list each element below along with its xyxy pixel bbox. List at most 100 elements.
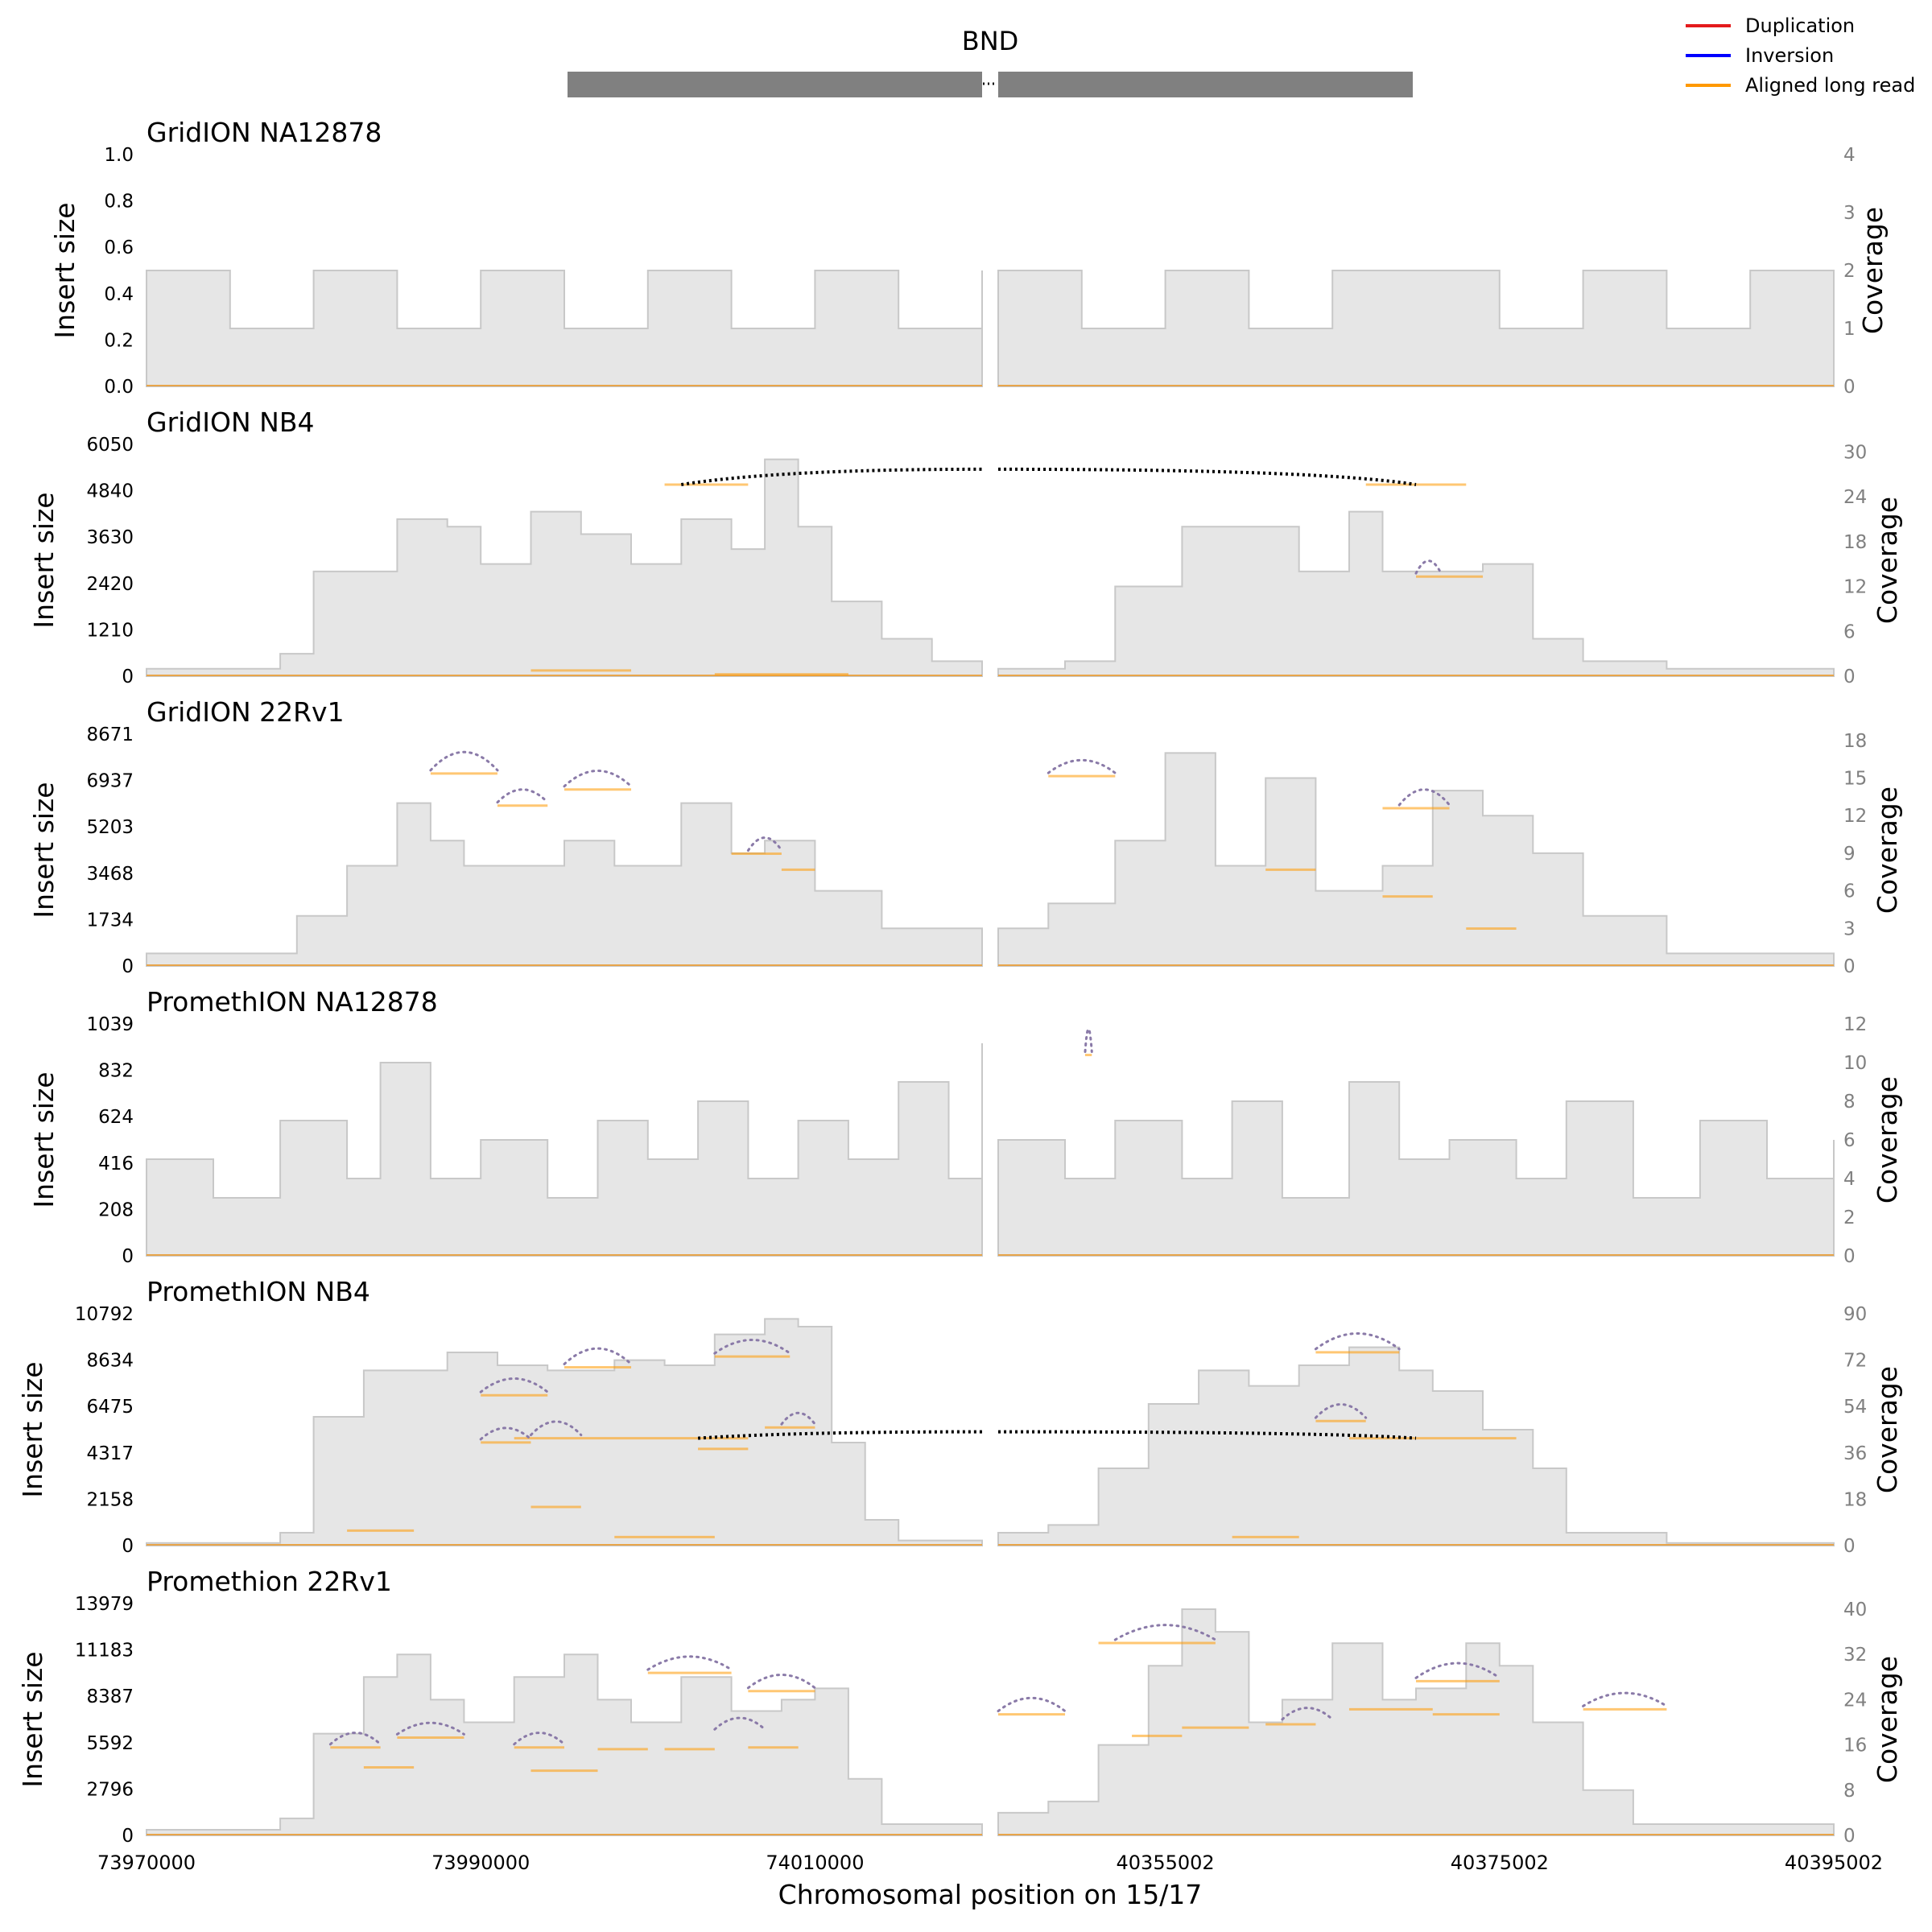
insert-size-tick: 0 (122, 667, 134, 687)
coverage-area (997, 752, 1835, 967)
coverage-area (997, 1608, 1835, 1836)
coverage-tick: 18 (1843, 731, 1867, 752)
panel: GridION NB4 0 1210 2420 3630 4840 6050 Insert s… (28, 407, 1903, 687)
x-tick: 73990000 (431, 1852, 530, 1874)
legend-label: Duplication (1745, 14, 1855, 37)
split-read-arc (479, 1426, 532, 1441)
insert-size-tick: 0 (122, 1826, 134, 1847)
insert-size-tick: 8634 (86, 1351, 134, 1372)
insert-size-tick: 624 (98, 1107, 134, 1128)
coverage-tick: 10 (1843, 1053, 1867, 1074)
insert-size-tick: 3630 (86, 527, 134, 548)
coverage-area (146, 802, 983, 967)
x-tick: 74010000 (766, 1852, 864, 1874)
split-read-arc (1281, 1707, 1334, 1721)
x-axis: 73970000 73990000 74010000 40355002 40375002… (97, 1852, 1883, 1874)
legend: Duplication Inversion Aligned long read (1686, 14, 1915, 97)
bnd-link (680, 467, 983, 486)
split-read-arc (1113, 1624, 1217, 1641)
insert-size-axis-label: Insert size (17, 1361, 48, 1497)
coverage-tick: 3 (1843, 919, 1856, 939)
coverage-tick: 32 (1843, 1645, 1867, 1666)
split-read-arc (1414, 559, 1443, 575)
x-tick: 40375002 (1451, 1852, 1549, 1874)
legend-label: Inversion (1745, 44, 1834, 67)
insert-size-axis-label: Insert size (49, 202, 80, 338)
insert-size-tick: 416 (98, 1154, 134, 1174)
insert-size-tick: 6937 (86, 771, 134, 792)
split-read-arc (1314, 1332, 1401, 1351)
coverage-tick: 8 (1843, 1781, 1856, 1802)
panels: GridION NA12878 0.0 0.2 0.4 0.6 0.8 1.0 Insert … (17, 117, 1903, 1847)
coverage-tick: 24 (1843, 1690, 1867, 1711)
split-read-arc (746, 836, 783, 852)
split-read-arc (1582, 1691, 1668, 1707)
coverage-tick: 2 (1843, 261, 1856, 282)
coverage-axis-label: Coverage (1872, 1366, 1903, 1493)
coverage-tick: 0 (1843, 667, 1856, 687)
split-read-arc (1414, 1662, 1501, 1679)
insert-size-axis-label: Insert size (28, 492, 60, 628)
bnd-link (697, 1430, 983, 1440)
split-read-arc (496, 788, 549, 804)
split-read-arc (429, 750, 499, 772)
insert-size-tick: 6050 (86, 435, 134, 456)
split-read-arc (328, 1732, 382, 1746)
coverage-axis-label: Coverage (1872, 497, 1903, 624)
coverage-area (146, 1043, 983, 1257)
coverage-tick: 0 (1843, 377, 1856, 398)
chart-title: BND (962, 26, 1019, 56)
insert-size-tick: 8671 (86, 724, 134, 745)
insert-size-tick: 10792 (75, 1304, 134, 1325)
coverage-tick: 24 (1843, 487, 1867, 508)
coverage-tick: 0 (1843, 1536, 1856, 1557)
insert-size-tick: 0.8 (104, 192, 134, 213)
x-tick: 40395002 (1785, 1852, 1883, 1874)
insert-size-tick: 2420 (86, 574, 134, 595)
coverage-tick: 12 (1843, 1014, 1867, 1035)
insert-size-tick: 0.6 (104, 237, 134, 258)
insert-size-tick: 1.0 (104, 145, 134, 166)
x-tick: 40355002 (1117, 1852, 1215, 1874)
split-read-arc (563, 1347, 633, 1365)
panel: Promethion 22Rv1 0 2796 5592 8387 11183 13979 I… (17, 1566, 1903, 1847)
panel-title: PromethION NB4 (147, 1276, 370, 1307)
insert-size-tick: 6475 (86, 1397, 134, 1418)
split-read-arc (1314, 1403, 1368, 1419)
insert-size-tick: 0.4 (104, 284, 134, 305)
insert-size-tick: 1734 (86, 910, 134, 931)
coverage-area (997, 1346, 1835, 1546)
coverage-tick: 6 (1843, 621, 1856, 642)
coverage-tick: 6 (1843, 1130, 1856, 1151)
coverage-tick: 18 (1843, 1489, 1867, 1510)
coverage-tick: 72 (1843, 1351, 1867, 1372)
coverage-tick: 1 (1843, 319, 1856, 340)
split-read-arc (530, 1420, 583, 1437)
coverage-area (997, 510, 1835, 677)
split-read-arc (997, 1696, 1067, 1713)
bnd-breakpoint-track (568, 72, 1413, 97)
coverage-tick: 40 (1843, 1600, 1867, 1620)
chr17-segment-bar (998, 72, 1413, 97)
chr15-segment-bar (568, 72, 982, 97)
insert-size-tick: 4317 (86, 1443, 134, 1464)
panel-title: PromethION NA12878 (147, 986, 438, 1018)
coverage-tick: 4 (1843, 145, 1856, 166)
coverage-tick: 18 (1843, 532, 1867, 553)
coverage-tick: 2 (1843, 1208, 1856, 1228)
coverage-tick: 12 (1843, 577, 1867, 598)
insert-size-axis-label: Insert size (17, 1651, 48, 1787)
insert-size-tick: 208 (98, 1199, 134, 1220)
coverage-tick: 12 (1843, 806, 1867, 827)
coverage-tick: 0 (1843, 1246, 1856, 1267)
panel-title: GridION 22Rv1 (147, 696, 345, 728)
panel-title: GridION NA12878 (147, 117, 382, 148)
split-read-arc (395, 1721, 465, 1736)
split-read-arc (1046, 758, 1117, 774)
coverage-tick: 9 (1843, 844, 1856, 865)
coverage-tick: 15 (1843, 768, 1867, 789)
coverage-area (146, 1318, 983, 1546)
coverage-axis-label: Coverage (1857, 207, 1889, 334)
split-read-arc (780, 1411, 816, 1426)
